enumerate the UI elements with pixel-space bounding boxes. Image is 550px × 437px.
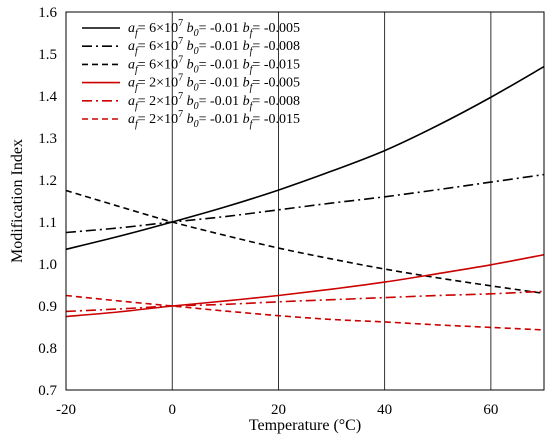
- series-lines: [65, 65, 545, 331]
- x-tick-label: 20: [271, 402, 286, 418]
- y-axis-label: Modification Index: [9, 139, 26, 263]
- y-tick-label: 1.0: [38, 257, 57, 273]
- series-line: [65, 253, 545, 318]
- x-tick-label: -20: [56, 402, 76, 418]
- legend-entry: af= 6×107 b0= -0.01 bf= -0.008: [128, 36, 300, 57]
- y-tick-label: 1.2: [38, 173, 57, 189]
- series-line: [65, 65, 545, 251]
- y-tick-label: 1.4: [38, 89, 57, 105]
- series-line: [65, 189, 545, 295]
- y-tick-label: 1.5: [38, 47, 57, 63]
- y-tick-label: 1.6: [38, 5, 57, 21]
- legend-entry: af= 2×107 b0= -0.01 bf= -0.015: [128, 109, 300, 130]
- x-tick-label: 40: [377, 402, 392, 418]
- legend-entry: af= 6×107 b0= -0.01 bf= -0.015: [128, 54, 300, 75]
- series-line: [65, 173, 545, 234]
- y-tick-label: 0.7: [38, 383, 57, 399]
- series-line: [65, 294, 545, 331]
- x-tick-label: 0: [168, 402, 176, 418]
- x-axis-label: Temperature (°C): [249, 417, 361, 434]
- y-tick-label: 0.8: [38, 341, 57, 357]
- legend-entry: af= 2×107 b0= -0.01 bf= -0.005: [128, 73, 300, 94]
- x-tick-label: 60: [483, 402, 498, 418]
- tick-labels: 0.7 0.8 0.9 1.0 1.1 1.2 1.3 1.4 1.5 1.6 -20 0 20 40 60: [38, 5, 498, 418]
- plot-frame: [65, 11, 545, 391]
- y-tick-label: 0.9: [38, 299, 57, 315]
- grid: [171, 12, 492, 390]
- y-tick-label: 1.3: [38, 131, 57, 147]
- y-tick-label: 1.1: [38, 215, 57, 231]
- legend-entry: af= 2×107 b0= -0.01 bf= -0.008: [128, 91, 300, 112]
- legend-entry: af= 6×107 b0= -0.01 bf= -0.005: [128, 18, 300, 39]
